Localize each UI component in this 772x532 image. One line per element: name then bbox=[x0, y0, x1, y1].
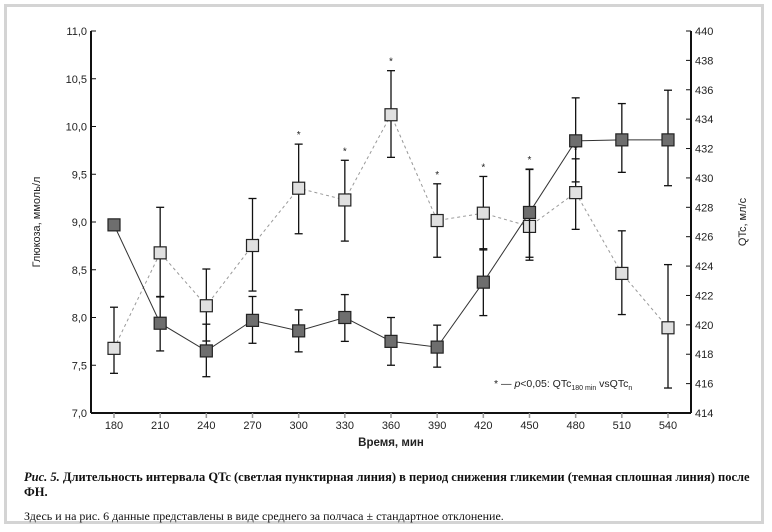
qtc-point bbox=[107, 341, 121, 355]
qtc-point bbox=[338, 193, 352, 207]
glucose-point bbox=[153, 316, 167, 330]
glucose-point bbox=[384, 334, 398, 348]
glucose-point bbox=[107, 218, 121, 232]
y-left-tick-label: 7,0 bbox=[72, 408, 87, 420]
qtc-point bbox=[661, 321, 675, 335]
significance-star: * bbox=[435, 170, 439, 181]
qtc-point bbox=[245, 238, 260, 253]
glucose-point bbox=[661, 133, 675, 147]
y-left-tick-label: 8,5 bbox=[72, 265, 87, 277]
y-right-tick-label: 432 bbox=[695, 144, 713, 156]
x-tick-label: 270 bbox=[243, 420, 261, 432]
x-tick-label: 540 bbox=[659, 420, 677, 432]
significance-star: * bbox=[389, 57, 393, 68]
y-right-tick-label: 438 bbox=[695, 55, 713, 67]
significance-star: * bbox=[297, 130, 301, 141]
glucose-point bbox=[615, 133, 629, 147]
y-axis-left-label: Глюкоза, ммоль/л bbox=[31, 177, 43, 268]
y-left-tick-label: 8,0 bbox=[72, 313, 87, 325]
x-tick-label: 210 bbox=[151, 420, 169, 432]
y-right-tick-label: 436 bbox=[695, 85, 713, 97]
qtc-point bbox=[476, 206, 490, 220]
significance-star: * bbox=[343, 146, 347, 157]
glucose-point bbox=[245, 313, 260, 327]
y-left-tick-label: 11,0 bbox=[66, 26, 87, 38]
qtc-point bbox=[199, 299, 213, 313]
y-right-tick-label: 422 bbox=[695, 290, 713, 302]
glucose-point bbox=[522, 205, 537, 220]
y-right-tick-label: 426 bbox=[695, 232, 713, 244]
significance-star: * bbox=[481, 162, 485, 173]
glucose-point bbox=[292, 324, 306, 338]
x-axis-label: Время, мин bbox=[358, 437, 424, 449]
x-tick-label: 300 bbox=[289, 420, 307, 432]
x-tick-label: 510 bbox=[613, 420, 631, 432]
y-right-tick-label: 414 bbox=[695, 408, 713, 420]
y-axis-right-label: QTc, мл/с bbox=[737, 197, 749, 246]
y-right-tick-label: 440 bbox=[695, 26, 713, 38]
caption-title: Длительность интервала QTc (светлая пунк… bbox=[24, 470, 750, 499]
y-right-tick-label: 418 bbox=[695, 349, 713, 361]
qtc-point bbox=[569, 186, 583, 200]
y-right-tick-label: 416 bbox=[695, 379, 713, 391]
glucose-point bbox=[476, 275, 490, 289]
y-left-tick-label: 7,5 bbox=[72, 360, 87, 372]
x-tick-label: 360 bbox=[382, 420, 400, 432]
glucose-point bbox=[199, 344, 213, 358]
x-tick-label: 450 bbox=[520, 420, 538, 432]
significance-star: * bbox=[528, 155, 532, 166]
qtc-point bbox=[292, 181, 306, 195]
significance-note: * — p<0,05: QTc180 min vsQTcn bbox=[494, 378, 632, 392]
caption-label: Рис. 5. bbox=[24, 470, 60, 484]
caption-note: Здесь и на рис. 6 данные представлены в … bbox=[24, 509, 504, 523]
x-tick-label: 390 bbox=[428, 420, 446, 432]
qtc-point bbox=[430, 213, 444, 228]
x-tick-label: 180 bbox=[105, 420, 123, 432]
glucose-point bbox=[569, 134, 583, 148]
glucose-point bbox=[430, 340, 444, 354]
y-right-tick-label: 420 bbox=[695, 320, 713, 332]
qtc-point bbox=[153, 246, 167, 260]
glucose-point bbox=[338, 310, 352, 325]
figure-frame bbox=[4, 4, 764, 524]
x-tick-label: 330 bbox=[336, 420, 354, 432]
y-left-tick-label: 9,5 bbox=[72, 169, 87, 181]
x-tick-label: 240 bbox=[197, 420, 215, 432]
figure-caption: Рис. 5. Длительность интервала QTc (свет… bbox=[24, 470, 772, 524]
y-left-tick-label: 10,0 bbox=[66, 122, 87, 134]
qtc-point bbox=[384, 108, 398, 122]
x-tick-label: 420 bbox=[474, 420, 492, 432]
y-right-tick-label: 434 bbox=[695, 114, 713, 126]
x-tick-label: 480 bbox=[566, 420, 584, 432]
y-right-tick-label: 428 bbox=[695, 202, 713, 214]
y-left-tick-label: 9,0 bbox=[72, 217, 87, 229]
chart: 7,0 7,5 8,0 8,5 9,0 9,5 10,0 10,5 11,0 414 416 418 4… bbox=[31, 26, 749, 449]
y-left-tick-label: 10,5 bbox=[66, 74, 87, 86]
qtc-point bbox=[615, 266, 629, 281]
y-right-tick-label: 424 bbox=[695, 261, 713, 273]
y-right-tick-label: 430 bbox=[695, 173, 713, 185]
